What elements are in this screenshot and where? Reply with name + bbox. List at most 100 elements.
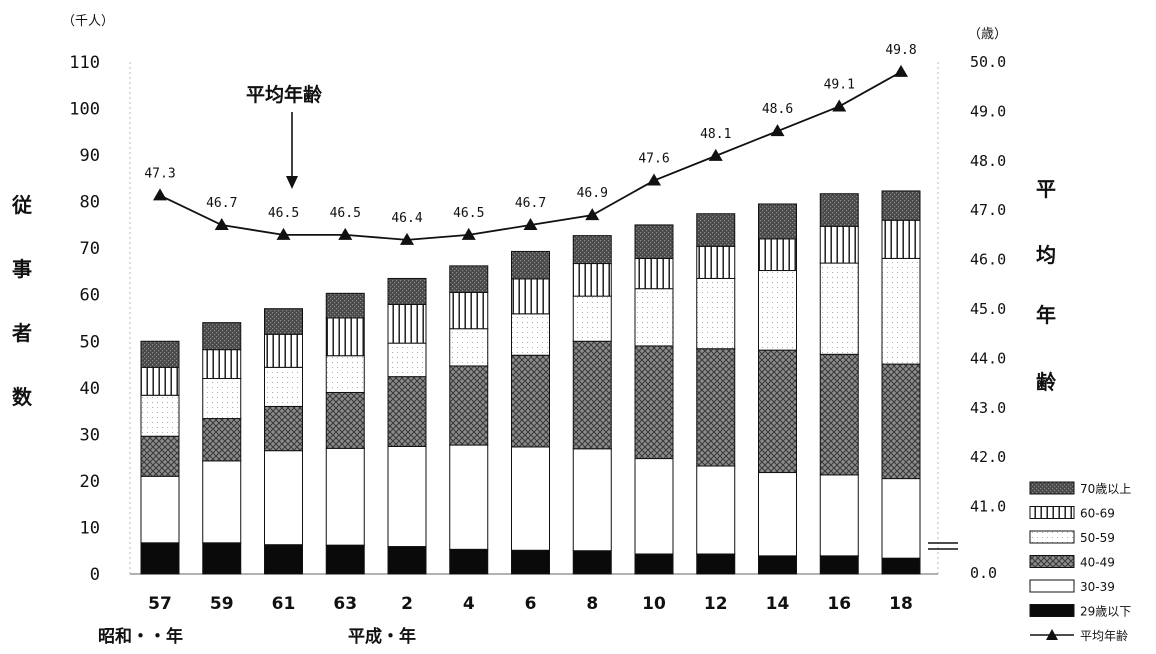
bar-segment (634, 257, 674, 290)
bar-segment (696, 213, 736, 247)
right-tick-label: 0.0 (970, 564, 997, 582)
stacked-bars (140, 190, 921, 575)
right-tick-label: 48.0 (970, 152, 1006, 170)
right-axis-break (928, 542, 958, 550)
line-marker (400, 232, 414, 245)
line-data-label: 49.8 (885, 43, 916, 58)
bar-segment (881, 557, 921, 575)
bar-segment (325, 391, 365, 449)
bar-segment (387, 546, 427, 575)
bar-segment (325, 355, 365, 393)
line-marker (214, 218, 229, 231)
legend-swatch (1029, 530, 1075, 544)
bar-segment (696, 348, 736, 467)
bar-segment (819, 353, 859, 476)
bar-segment (140, 394, 180, 437)
bar-segment (572, 235, 612, 265)
bar-segment (202, 418, 242, 462)
left-tick-label: 50 (80, 332, 100, 352)
right-axis-unit: （歳） (968, 27, 1007, 42)
x-tick-label: 2 (401, 594, 413, 614)
left-axis-title: 従 事 者 数 (11, 193, 33, 409)
bar-segment (819, 555, 859, 575)
bar-segment (634, 345, 674, 460)
left-tick-label: 90 (80, 146, 100, 166)
bar-segment (449, 444, 489, 550)
x-tick-label: 10 (642, 594, 666, 614)
left-tick-label: 60 (80, 286, 100, 306)
legend-label: 50-59 (1080, 531, 1115, 545)
right-tick-label: 43.0 (970, 399, 1006, 417)
bar-segment (202, 378, 242, 420)
left-tick-label: 70 (80, 239, 100, 259)
bar-segment (511, 278, 550, 315)
line-data-label: 46.9 (577, 186, 608, 201)
bar-segment (819, 225, 859, 264)
line-data-label: 48.1 (700, 127, 731, 142)
line-data-label: 47.6 (638, 152, 669, 167)
right-tick-label: 41.0 (970, 498, 1006, 516)
x-tick-label: 59 (210, 594, 234, 614)
bar-segment (511, 250, 550, 280)
line-marker (770, 124, 785, 137)
bar-segment (634, 458, 674, 555)
bar-segment (449, 548, 489, 575)
right-axis-title-char: 年 (1036, 303, 1056, 327)
bar-segment (202, 542, 242, 575)
bar-segment (325, 317, 365, 357)
x-tick-label: 8 (586, 594, 598, 614)
line-marker (276, 227, 291, 240)
right-tick-label: 45.0 (970, 300, 1006, 318)
x-tick-label: 63 (333, 594, 357, 614)
right-tick-label: 49.0 (970, 102, 1006, 120)
bar-segment (758, 349, 797, 474)
line-marker (647, 173, 661, 186)
bar-segment (264, 333, 303, 368)
bar-segment (819, 193, 859, 227)
line-data-label: 49.1 (824, 77, 855, 92)
x-tick-label: 12 (704, 594, 728, 614)
legend-label: 40-49 (1080, 556, 1115, 570)
annotation-arrow (286, 112, 298, 189)
average-age-annotation: 平均年齢 (246, 83, 323, 106)
x-tick-label: 61 (272, 594, 296, 614)
right-axis-title-char: 均 (1036, 243, 1056, 267)
legend-swatch (1029, 579, 1075, 593)
left-axis-unit: （千人） (62, 14, 114, 29)
x-tick-label: 18 (889, 594, 913, 614)
bar-segment (881, 478, 921, 559)
bar-segment (758, 555, 797, 575)
bar-segment (202, 349, 242, 380)
line-marker (708, 148, 723, 161)
left-axis-title-char: 従 (11, 193, 32, 217)
line-data-label: 46.4 (391, 211, 422, 226)
line-marker (153, 188, 167, 201)
left-tick-label: 0 (90, 565, 100, 585)
right-tick-label: 44.0 (970, 349, 1006, 367)
line-data-label: 48.6 (762, 102, 793, 117)
bar-segment (264, 544, 303, 575)
right-tick-label: 42.0 (970, 448, 1006, 466)
left-tick-label: 80 (80, 193, 100, 213)
bar-segment (572, 263, 612, 297)
line-data-label: 46.5 (268, 206, 299, 221)
bar-segment (758, 270, 797, 351)
bar-segment (449, 265, 489, 293)
bar-segment (387, 342, 427, 378)
x-axis-ticks: 57 59 61 63 2 4 6 8 10 12 14 16 18 (148, 594, 913, 614)
legend-swatch (1029, 555, 1075, 568)
right-tick-label: 50.0 (970, 53, 1006, 71)
right-axis-title-char: 齢 (1036, 370, 1057, 394)
bar-segment (140, 366, 180, 396)
left-tick-label: 20 (80, 472, 100, 492)
bar-segment (140, 340, 180, 368)
bar-segment (264, 405, 303, 452)
bar-segment (511, 313, 550, 356)
bar-segment (202, 322, 242, 351)
legend-label: 平均年齢 (1080, 628, 1128, 643)
bar-segment (387, 304, 427, 344)
line-marker (894, 64, 908, 77)
bar-segment (511, 446, 550, 551)
legend-swatch (1029, 506, 1075, 519)
